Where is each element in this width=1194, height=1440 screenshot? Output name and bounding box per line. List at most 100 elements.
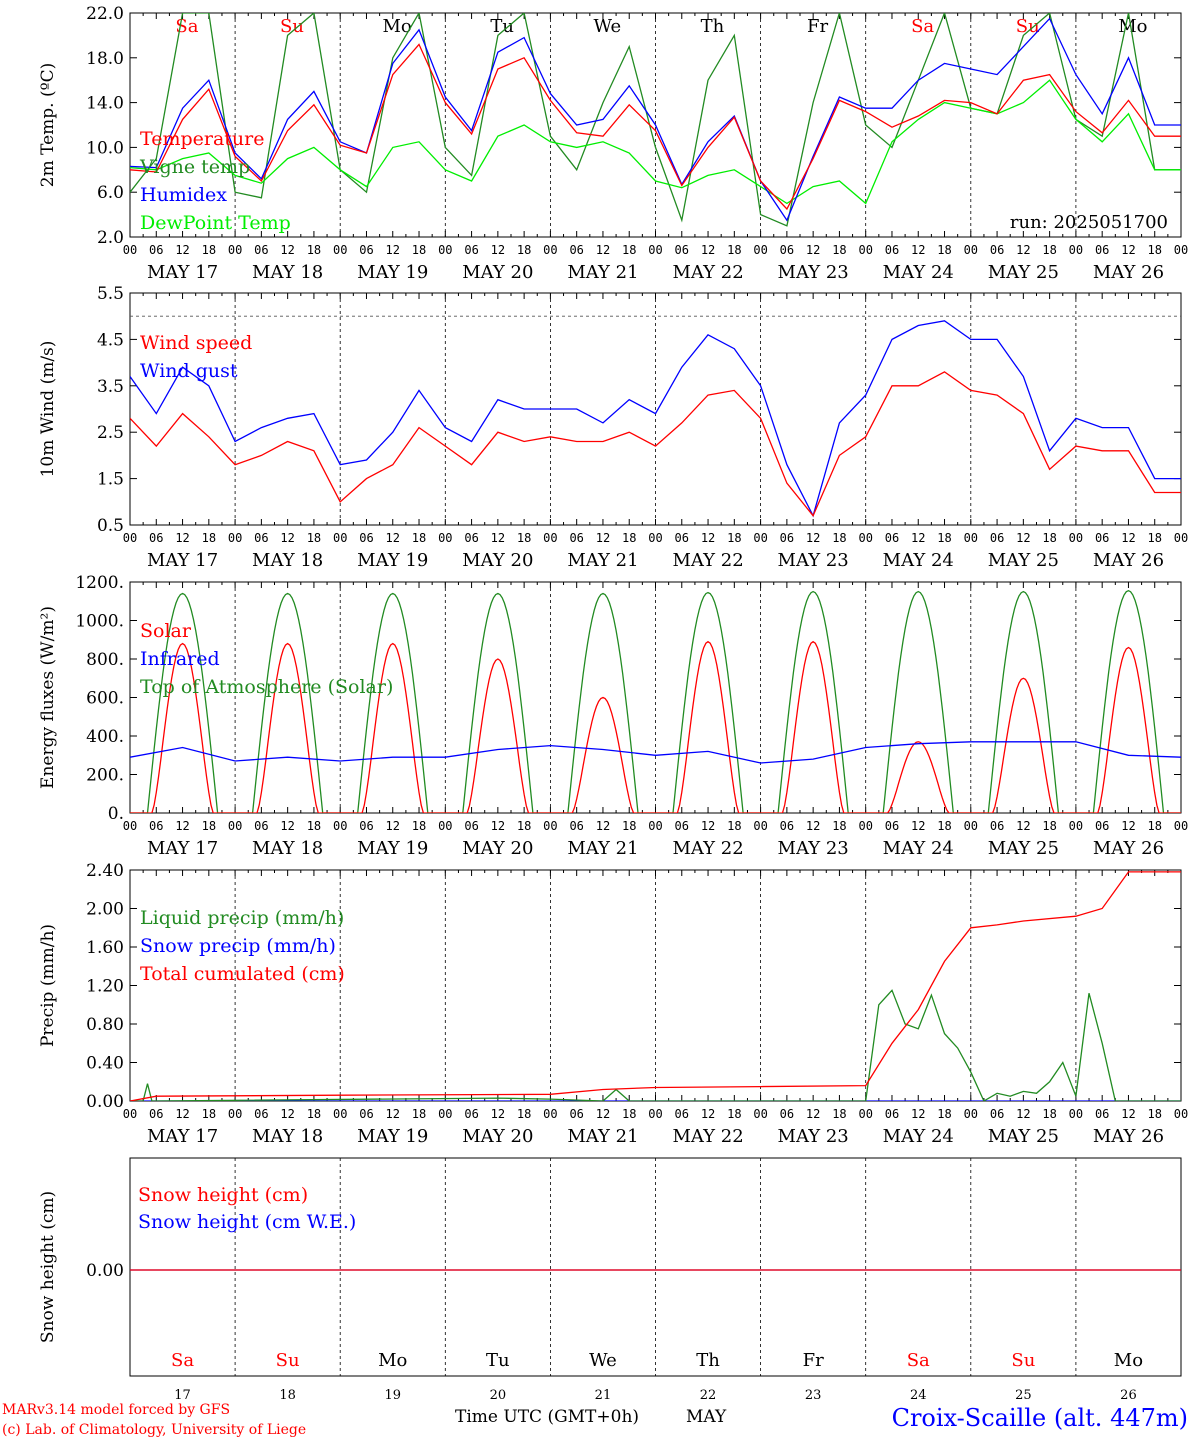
hour-label: 00 [753,531,767,545]
hour-label: 00 [543,1107,557,1121]
hour-label: 12 [491,1107,505,1121]
date-label: MAY 24 [883,550,954,571]
date-label: MAY 22 [672,838,743,859]
hour-label: 06 [885,819,899,833]
hour-label: 06 [1095,819,1109,833]
y-tick-label: 2.00 [86,900,124,920]
hour-label: 12 [280,1107,294,1121]
date-label: MAY 24 [883,838,954,859]
panel-5: 0.00 Snow height (cm) Snow height (cm) Snow… [38,1157,1182,1403]
weekday-label: Tu [490,16,514,37]
hour-label: 12 [175,1107,189,1121]
panel-1: 00 06 12 18 MAY 17 00 06 12 18 MAY 18 00 06 12 18 MAY … [38,4,1188,283]
series-top-of-atmosphere [130,589,1181,813]
legend-snow-height-cm-: Snow height (cm) [138,1184,308,1206]
hour-label: 18 [937,819,951,833]
hour-label: 06 [359,243,373,257]
hour-label: 18 [832,531,846,545]
y-tick-label: 14.0 [86,94,124,114]
weekday-label: We [593,16,621,37]
weekday-label: Mo [1118,16,1147,37]
hour-label: 00 [753,243,767,257]
hour-label: 06 [780,531,794,545]
hour-label: 18 [412,819,426,833]
weekday-label: Mo [382,16,411,37]
credit-line-1: MARv3.14 model forced by GFS [2,1402,230,1418]
hour-label: 18 [517,243,531,257]
series-temperature [130,43,1181,211]
hour-label: 06 [990,819,1004,833]
hour-label: 12 [491,243,505,257]
panel-4: 00 06 12 18 MAY 17 00 06 12 18 MAY 18 00 06 12 18 MAY … [38,861,1188,1147]
date-label: MAY 18 [252,262,323,283]
date-label: MAY 24 [883,262,954,283]
hour-label: 12 [596,819,610,833]
hour-label: 00 [858,531,872,545]
y-tick-label: 22.0 [86,4,124,24]
hour-label: 06 [885,243,899,257]
date-label: MAY 19 [357,262,428,283]
weekday-label: Tu [486,1350,510,1371]
legend-infrared: Infrared [140,648,220,670]
series-infrared [130,741,1181,764]
y-tick-label: 5.5 [97,284,124,304]
y-tick-label: 800. [86,650,124,670]
y-tick-label: 600. [86,689,124,709]
hour-label: 06 [990,243,1004,257]
hour-label: 18 [1147,819,1161,833]
hour-label: 18 [307,1107,321,1121]
hour-label: 12 [1016,819,1030,833]
hour-label: 18 [1147,243,1161,257]
hour-label: 12 [806,1107,820,1121]
date-label: MAY 25 [988,838,1059,859]
date-label: MAY 23 [778,262,849,283]
hour-label: 00 [858,243,872,257]
weekday-label: Sa [907,1350,930,1371]
weekday-label: Mo [378,1350,407,1371]
hour-label: 18 [412,243,426,257]
hour-label: 12 [386,243,400,257]
hour-label: 00 [438,1107,452,1121]
hour-label: 18 [832,1107,846,1121]
y-tick-label: 0.40 [86,1054,124,1074]
day-number: 20 [490,1388,507,1403]
hour-label: 12 [175,819,189,833]
weekday-label: Mo [1114,1350,1143,1371]
date-label: MAY 17 [147,550,218,571]
hour-label: 00 [228,243,242,257]
hour-label: 12 [1121,243,1135,257]
hour-label: 00 [1069,819,1083,833]
weekday-label: Sa [171,1350,194,1371]
y-tick-label: 2.0 [97,228,124,248]
weekday-label: Su [280,16,304,37]
hour-label: 06 [569,819,583,833]
hour-label: 12 [386,1107,400,1121]
hour-label: 12 [175,243,189,257]
hour-label: 00 [964,1107,978,1121]
hour-label: 18 [517,1107,531,1121]
y-tick-label: 4.5 [97,330,124,350]
hour-label: 18 [1042,1107,1056,1121]
date-label: MAY 25 [988,1126,1059,1147]
series-dewpoint-temp [130,79,1181,205]
y-tick-label: 10.0 [86,138,124,158]
weekday-label: Fr [803,1350,824,1371]
date-label: MAY 25 [988,550,1059,571]
date-label: MAY 21 [567,262,638,283]
date-label: MAY 22 [672,1126,743,1147]
y-tick-label: 6.0 [97,183,124,203]
hour-label: 06 [569,1107,583,1121]
hour-label: 18 [937,243,951,257]
hour-label: 18 [622,1107,636,1121]
hour-label: 12 [1121,819,1135,833]
day-number: 19 [384,1388,401,1403]
weekday-label: Su [1016,16,1040,37]
hour-label: 06 [675,819,689,833]
date-label: MAY 17 [147,838,218,859]
hour-label: 06 [569,531,583,545]
hour-label: 00 [648,819,662,833]
y-tick-label: 200. [86,766,124,786]
date-label: MAY 21 [567,550,638,571]
hour-label: 06 [254,243,268,257]
hour-label: 06 [464,243,478,257]
